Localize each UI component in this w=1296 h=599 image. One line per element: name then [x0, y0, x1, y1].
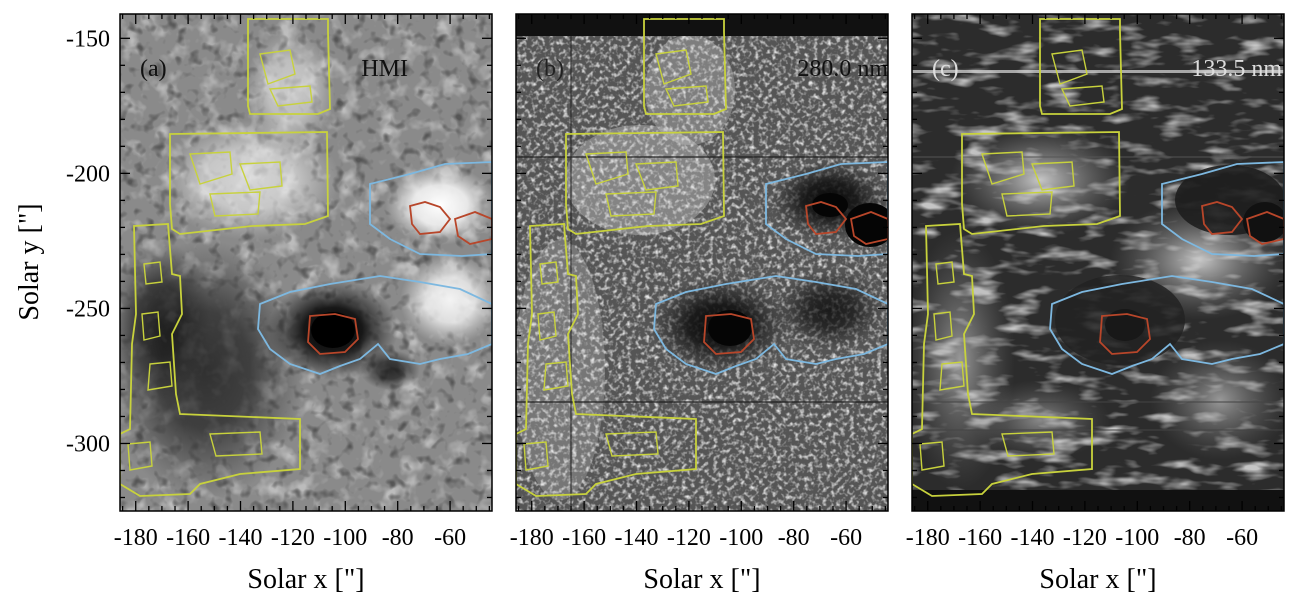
x-axis-title-b: Solar x ["] — [643, 564, 760, 595]
y-axis-title: Solar y ["] — [14, 203, 45, 320]
x-axis-title-a: Solar x ["] — [247, 564, 364, 595]
x-tick-label-c: -100 — [1115, 525, 1159, 551]
y-tick-label: -150 — [66, 26, 110, 52]
axes: -180 -160 -140 -120 -100 -80 -60 -180 -160 -140 -1… — [66, 14, 1284, 551]
panel-a-label: (a) — [140, 56, 167, 82]
x-tick-label-b: -80 — [778, 525, 810, 551]
panel-b: (b) 280.0 nm — [515, 13, 889, 512]
x-axis-title-c: Solar x ["] — [1039, 564, 1156, 595]
x-tick-label-b: -120 — [667, 525, 711, 551]
y-tick-label: -250 — [66, 296, 110, 322]
panel-b-channel: 280.0 nm — [797, 56, 888, 82]
x-tick-label-a: -160 — [166, 525, 210, 551]
x-tick-label-b: -180 — [510, 525, 554, 551]
x-tick-label-c: -60 — [1226, 525, 1258, 551]
panel-c-channel: 133.5 nm — [1191, 56, 1282, 82]
y-tick-label: -300 — [66, 431, 110, 457]
x-tick-label-a: -180 — [114, 525, 158, 551]
x-tick-label-c: -80 — [1174, 525, 1206, 551]
panel-c: (c) 133.5 nm — [911, 13, 1285, 512]
panel-c-label: (c) — [932, 56, 959, 82]
y-tick-label: -200 — [66, 161, 110, 187]
x-tick-label-a: -140 — [219, 525, 263, 551]
panel-a: (a) HMI — [119, 13, 493, 512]
x-tick-label-a: -120 — [271, 525, 315, 551]
x-tick-label-b: -160 — [562, 525, 606, 551]
x-tick-label-b: -100 — [719, 525, 763, 551]
x-tick-label-c: -120 — [1063, 525, 1107, 551]
x-tick-label-c: -140 — [1011, 525, 1055, 551]
panel-b-label: (b) — [536, 56, 564, 82]
panel-a-channel: HMI — [361, 56, 408, 82]
x-tick-label-c: -160 — [958, 525, 1002, 551]
x-tick-label-a: -60 — [434, 525, 466, 551]
x-tick-label-a: -80 — [382, 525, 414, 551]
x-tick-label-b: -60 — [830, 525, 862, 551]
x-tick-label-b: -140 — [615, 525, 659, 551]
x-tick-label-c: -180 — [906, 525, 950, 551]
x-tick-label-a: -100 — [323, 525, 367, 551]
